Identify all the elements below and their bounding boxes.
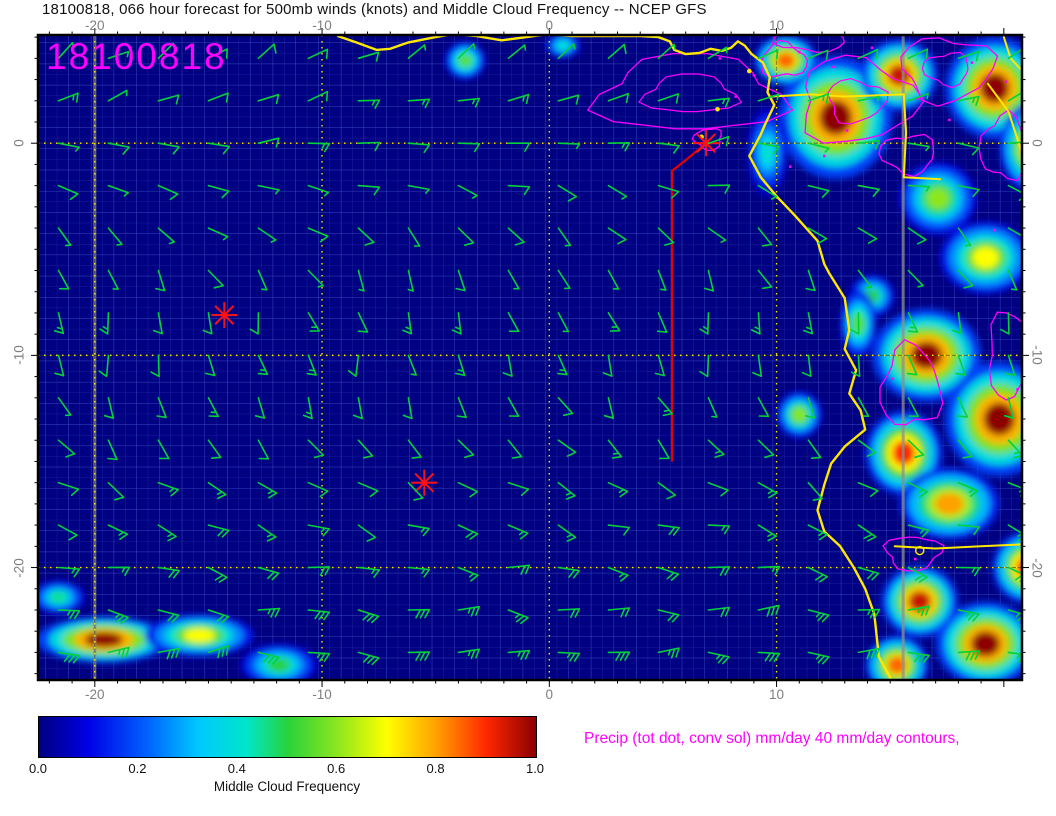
axis-tick-label: -20: [11, 557, 27, 578]
colorbar-tick-label: 1.0: [525, 761, 545, 776]
colorbar-tick-label: 0.0: [28, 761, 48, 776]
precip-note: Precip (tot dot, conv sol) mm/day 40 mm/…: [584, 730, 960, 747]
axis-tick-label: -10: [11, 345, 27, 366]
axis-tick-label: -20: [85, 18, 105, 33]
axis-tick-label: 0: [545, 18, 554, 33]
colorbar-title: Middle Cloud Frequency: [213, 779, 361, 794]
axis-tick-label: 0: [11, 139, 27, 147]
colorbar: [38, 716, 537, 758]
colorbar-tick-label: 0.4: [227, 761, 246, 776]
colorbar-tick-label: 0.6: [327, 761, 346, 776]
axis-tick-label: -10: [312, 687, 332, 702]
axis-tick-label: 10: [769, 687, 785, 702]
axis-tick-label: -20: [1029, 557, 1045, 578]
axis-tick-label: -10: [312, 18, 332, 33]
run-datestamp: 18100818: [46, 36, 227, 77]
axis-tick-label: -10: [1029, 345, 1045, 366]
chart-title: 18100818, 066 hour forecast for 500mb wi…: [42, 1, 707, 18]
axis-tick-label: 10: [769, 18, 785, 33]
axis-tick-label: 0: [1029, 139, 1045, 147]
colorbar-tick-label: 0.8: [426, 761, 445, 776]
colorbar-tick-label: 0.2: [128, 761, 147, 776]
axis-tick-label: -20: [85, 687, 105, 702]
axis-tick-label: 0: [545, 687, 554, 702]
